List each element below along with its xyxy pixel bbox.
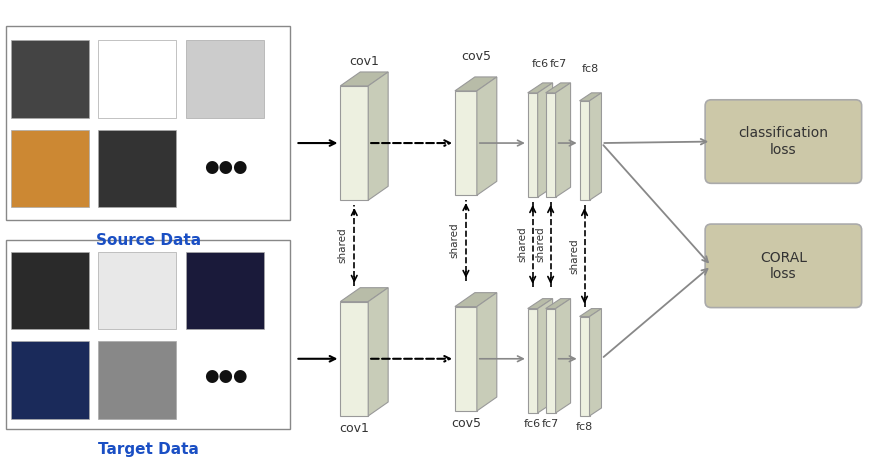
Text: cov1: cov1	[339, 422, 369, 435]
Polygon shape	[580, 101, 589, 200]
FancyBboxPatch shape	[98, 341, 176, 419]
Polygon shape	[589, 93, 602, 200]
FancyBboxPatch shape	[11, 40, 89, 118]
Polygon shape	[477, 293, 497, 411]
Text: shared: shared	[518, 227, 528, 262]
Polygon shape	[589, 309, 602, 416]
Text: fc6: fc6	[532, 59, 548, 69]
Polygon shape	[580, 93, 602, 101]
Polygon shape	[455, 91, 477, 195]
Polygon shape	[340, 288, 388, 302]
Polygon shape	[340, 86, 368, 200]
Polygon shape	[340, 72, 388, 86]
Polygon shape	[455, 293, 497, 307]
Text: CORAL
loss: CORAL loss	[760, 251, 807, 281]
Text: cov5: cov5	[461, 50, 491, 63]
FancyBboxPatch shape	[98, 40, 176, 118]
Polygon shape	[555, 83, 570, 197]
FancyBboxPatch shape	[705, 100, 862, 183]
Polygon shape	[340, 302, 368, 416]
Text: Source Data: Source Data	[96, 233, 201, 248]
Polygon shape	[528, 309, 538, 413]
FancyBboxPatch shape	[98, 130, 176, 207]
Polygon shape	[528, 83, 553, 93]
Polygon shape	[528, 93, 538, 197]
Text: fc8: fc8	[582, 64, 599, 74]
FancyBboxPatch shape	[98, 252, 176, 329]
Polygon shape	[555, 299, 570, 413]
Polygon shape	[546, 309, 555, 413]
Text: cov5: cov5	[451, 417, 480, 430]
FancyBboxPatch shape	[186, 40, 263, 118]
Polygon shape	[368, 72, 388, 200]
FancyBboxPatch shape	[186, 252, 263, 329]
Polygon shape	[455, 77, 497, 91]
FancyBboxPatch shape	[6, 26, 290, 220]
FancyBboxPatch shape	[705, 224, 862, 308]
Text: fc7: fc7	[542, 419, 559, 429]
Text: shared: shared	[449, 223, 459, 258]
Text: Target Data: Target Data	[98, 442, 199, 457]
Text: fc6: fc6	[524, 419, 542, 429]
Text: shared: shared	[535, 227, 546, 262]
Polygon shape	[546, 83, 570, 93]
Polygon shape	[477, 77, 497, 195]
Polygon shape	[580, 317, 589, 416]
Polygon shape	[538, 83, 553, 197]
Polygon shape	[455, 307, 477, 411]
Text: ●●●: ●●●	[204, 367, 248, 385]
Text: fc7: fc7	[549, 59, 567, 69]
Text: fc8: fc8	[576, 422, 593, 432]
Polygon shape	[580, 309, 602, 317]
FancyBboxPatch shape	[6, 240, 290, 429]
Polygon shape	[546, 299, 570, 309]
FancyBboxPatch shape	[11, 252, 89, 329]
Polygon shape	[538, 299, 553, 413]
Polygon shape	[368, 288, 388, 416]
FancyBboxPatch shape	[11, 341, 89, 419]
Text: shared: shared	[569, 238, 580, 274]
Polygon shape	[546, 93, 555, 197]
Text: ●●●: ●●●	[204, 159, 248, 177]
Text: classification
loss: classification loss	[739, 126, 828, 157]
Text: cov1: cov1	[350, 55, 379, 68]
Polygon shape	[528, 299, 553, 309]
FancyBboxPatch shape	[11, 130, 89, 207]
Text: shared: shared	[337, 228, 347, 263]
